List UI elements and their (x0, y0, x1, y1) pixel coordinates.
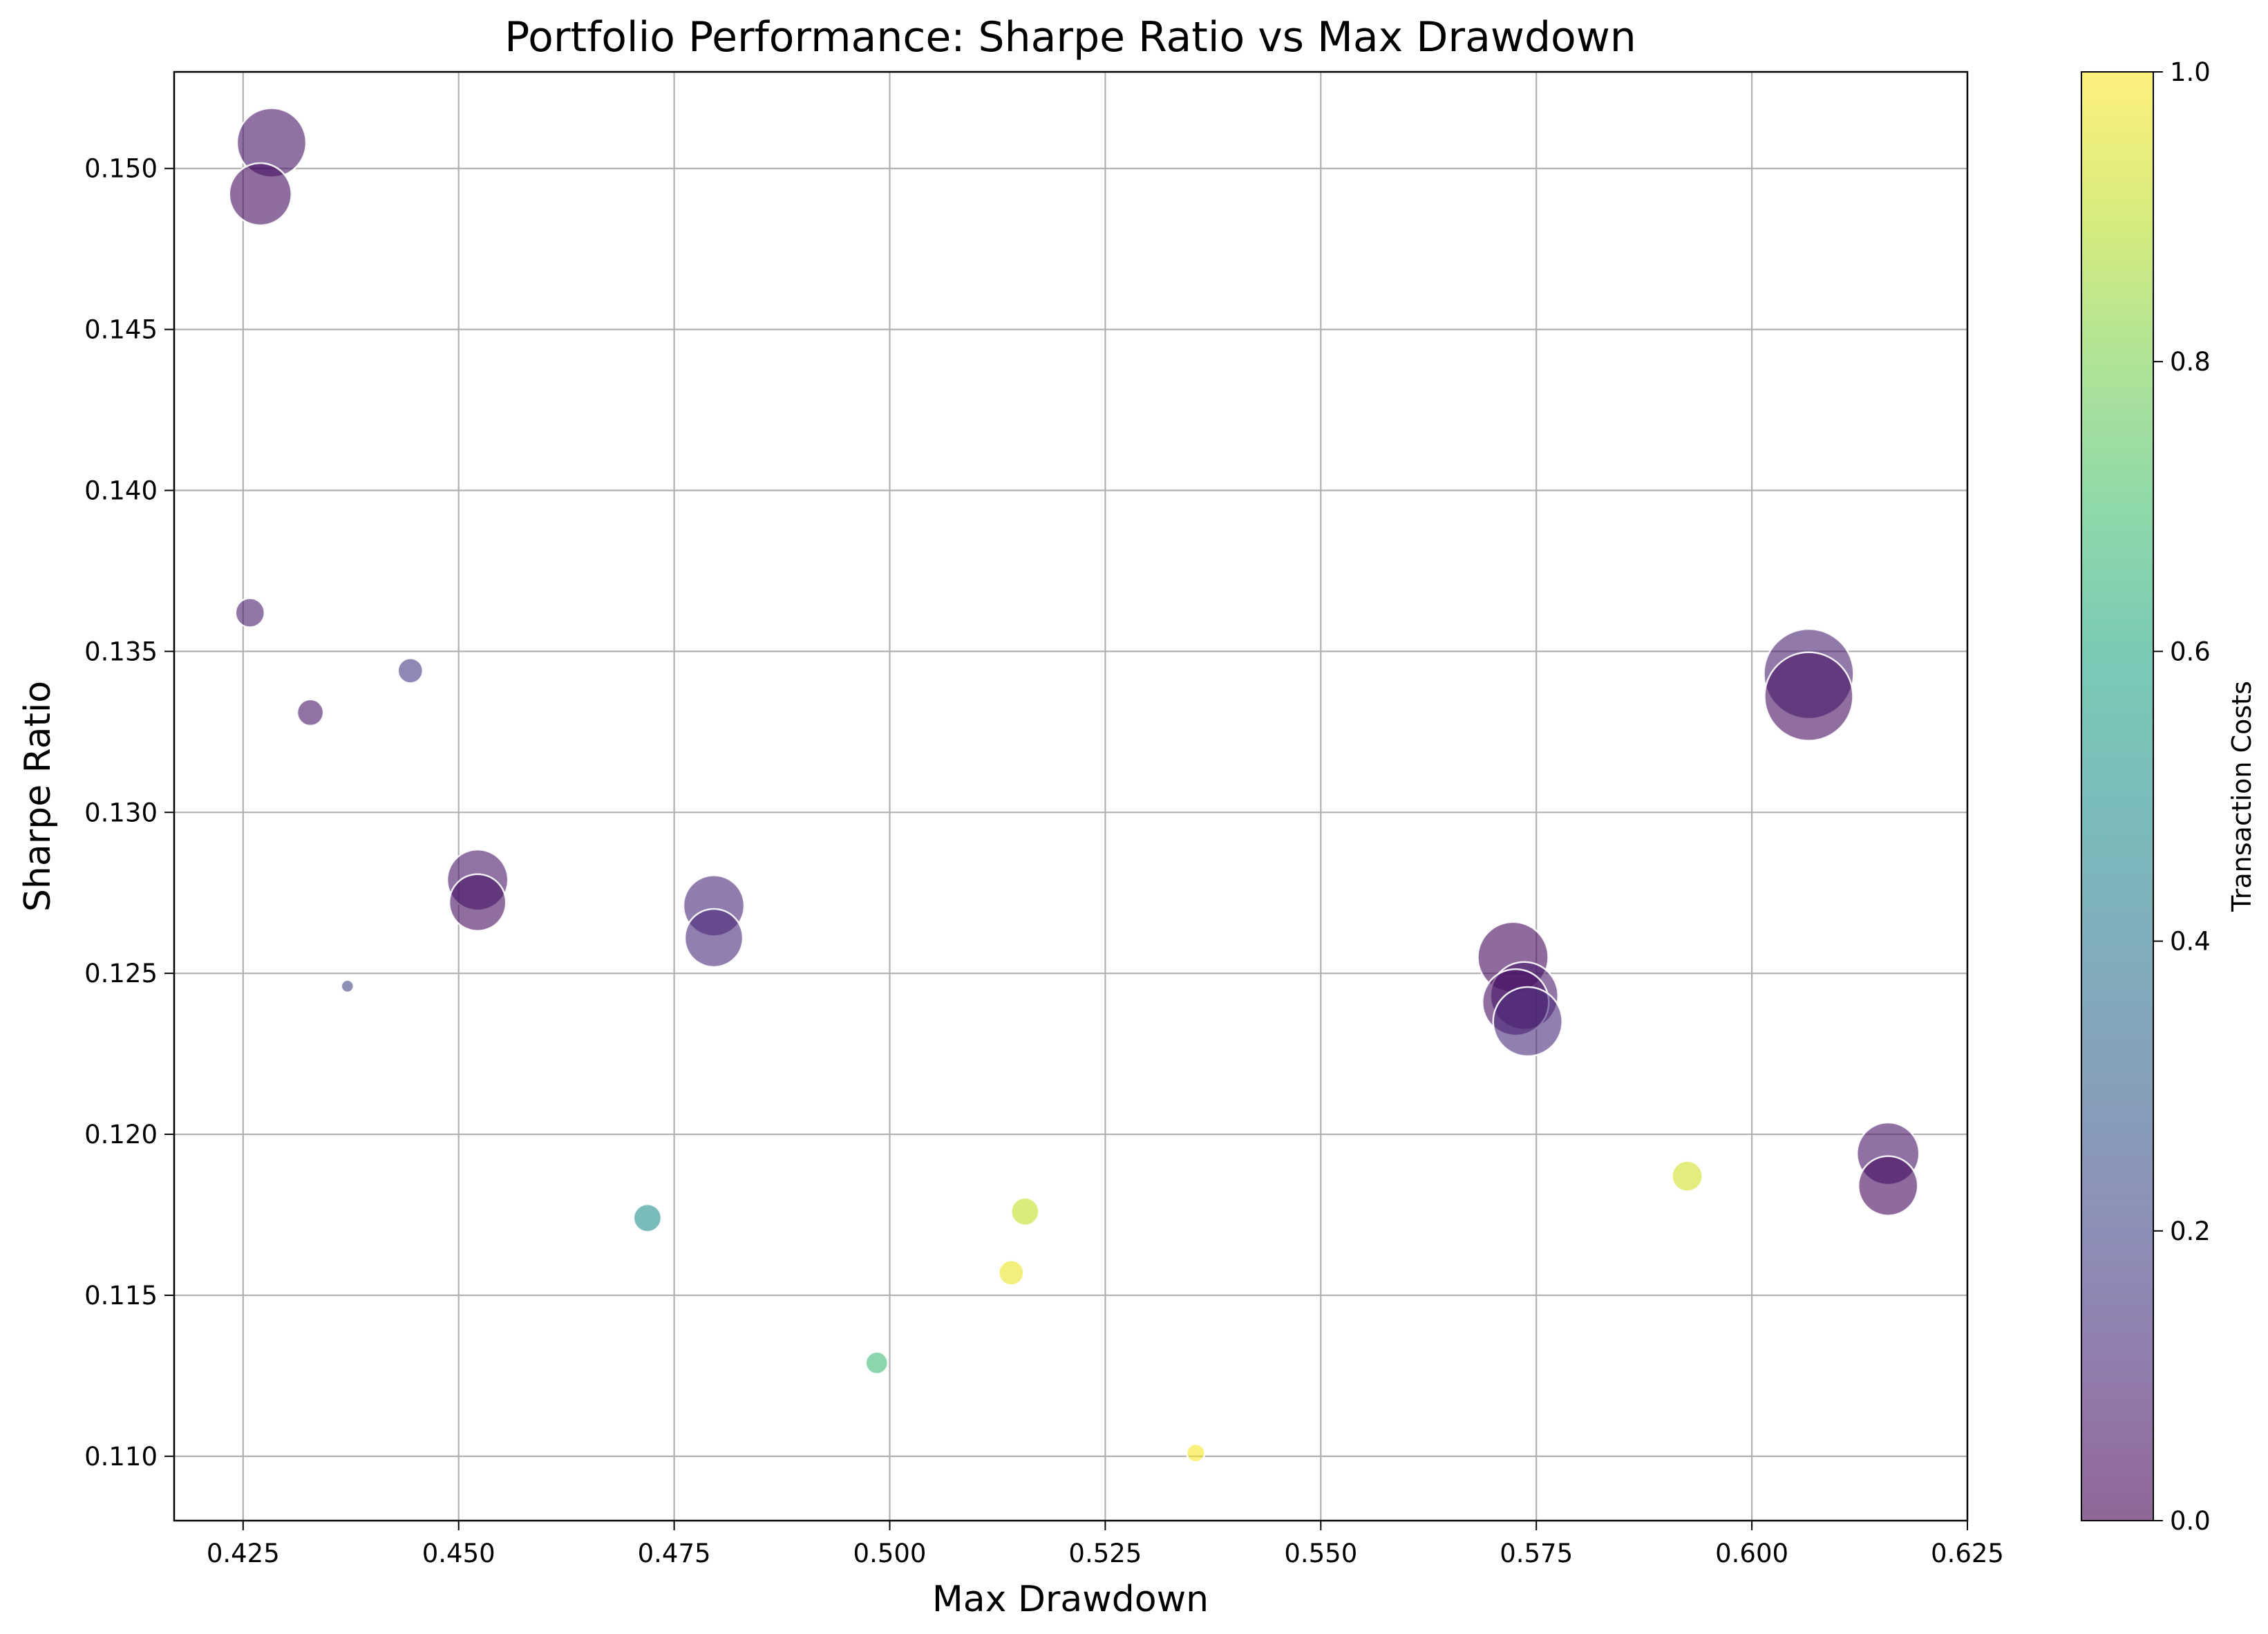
scatter-point (1857, 1155, 1919, 1217)
x-tick-label: 0.475 (638, 1539, 711, 1568)
scatter-point (448, 873, 507, 932)
x-tick-label: 0.500 (853, 1539, 927, 1568)
x-tick-label: 0.425 (207, 1539, 280, 1568)
x-axis-ticks: 0.425 0.450 0.475 0.500 0.525 0.550 0.575 0.600… (207, 1521, 2004, 1568)
scatter-point (296, 698, 325, 727)
scatter-point (632, 1203, 663, 1233)
x-tick-label: 0.525 (1068, 1539, 1142, 1568)
data-points (228, 107, 1920, 1463)
chart-title: Portfolio Performance: Sharpe Ratio vs M… (504, 13, 1636, 62)
x-tick-label: 0.550 (1284, 1539, 1357, 1568)
y-tick-label: 0.120 (84, 1120, 158, 1149)
colorbar-tick-label: 0.4 (2170, 927, 2211, 957)
colorbar-ticks: 0.0 0.2 0.4 0.6 0.8 1.0 (2153, 57, 2211, 1536)
plot-frame (173, 71, 1969, 1522)
colorbar-tick-label: 0.2 (2170, 1217, 2211, 1246)
colorbar-tick-label: 1.0 (2170, 57, 2211, 87)
scatter-point (998, 1259, 1025, 1286)
y-axis-ticks: 0.110 0.115 0.120 0.125 0.130 0.135 0.140 0.145… (84, 154, 174, 1472)
y-axis-label: Sharpe Ratio (17, 681, 59, 912)
colorbar-label: Transaction Costs (2227, 681, 2257, 912)
grid-lines (174, 72, 1967, 1521)
x-axis-label: Max Drawdown (932, 1579, 1209, 1620)
y-tick-label: 0.145 (84, 315, 158, 345)
y-tick-label: 0.115 (84, 1281, 158, 1311)
colorbar-gradient (2081, 72, 2153, 1521)
y-tick-label: 0.135 (84, 637, 158, 666)
scatter-point (1764, 651, 1854, 742)
x-tick-label: 0.450 (422, 1539, 495, 1568)
colorbar-frame (2081, 71, 2154, 1521)
colorbar-tick-label: 0.8 (2170, 347, 2211, 377)
colorbar-tick-label: 0.6 (2170, 637, 2211, 666)
x-tick-label: 0.625 (1931, 1539, 2004, 1568)
scatter-point (340, 979, 355, 994)
scatter-point (1671, 1160, 1703, 1192)
scatter-point (864, 1351, 889, 1375)
x-tick-label: 0.575 (1500, 1539, 1573, 1568)
scatter-point (228, 162, 293, 227)
y-tick-label: 0.130 (84, 798, 158, 827)
colorbar: 0.0 0.2 0.4 0.6 0.8 1.0 Transaction Costs (2081, 57, 2257, 1536)
scatter-point (1186, 1443, 1206, 1463)
scatter-point (1010, 1196, 1040, 1227)
scatter-point (1492, 986, 1563, 1058)
y-tick-label: 0.110 (84, 1442, 158, 1472)
colorbar-tick-label: 0.0 (2170, 1506, 2211, 1536)
y-tick-label: 0.150 (84, 154, 158, 184)
x-tick-label: 0.600 (1715, 1539, 1788, 1568)
scatter-point (234, 597, 266, 628)
y-tick-label: 0.125 (84, 959, 158, 988)
scatter-point (397, 657, 424, 684)
scatter-point (683, 908, 744, 968)
y-tick-label: 0.140 (84, 476, 158, 506)
